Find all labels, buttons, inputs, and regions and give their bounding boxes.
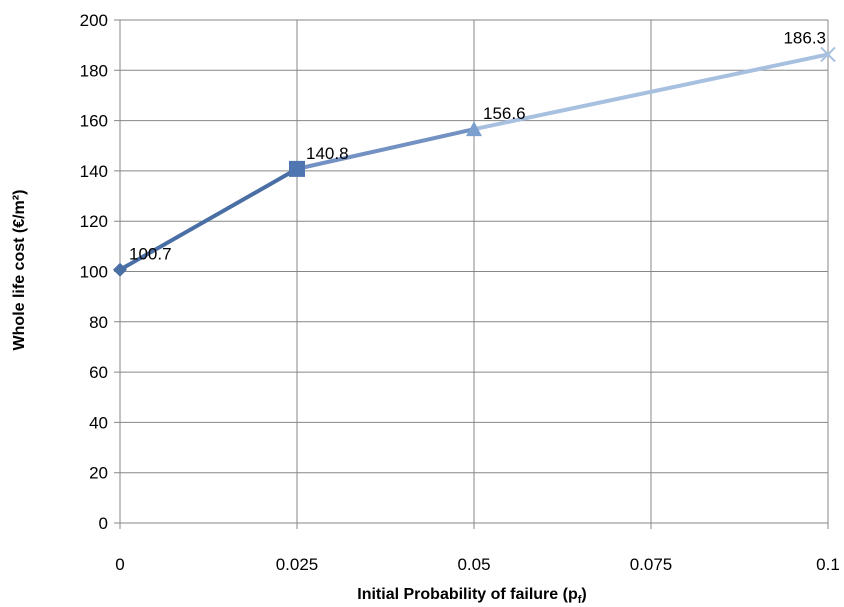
x-tick-label: 0.075 — [630, 555, 673, 574]
y-tick-label: 0 — [99, 514, 108, 533]
x-axis-ticks: 0 0.025 0.05 0.075 0.1 — [115, 555, 840, 574]
y-tick-label: 100 — [80, 263, 108, 282]
line-segment — [118, 166, 299, 272]
y-tick-label: 200 — [80, 11, 108, 30]
y-axis-title: Whole life cost (€/m²) — [11, 190, 28, 351]
series-markers — [113, 46, 836, 277]
diamond-marker — [113, 262, 127, 277]
line-segment — [472, 52, 830, 132]
y-tick-label: 20 — [89, 464, 108, 483]
x-tick-label: 0.025 — [276, 555, 319, 574]
x-axis-title: Initial Probability of failure (pf) — [357, 586, 586, 606]
y-axis-ticks: 0 20 40 60 80 100 120 140 160 180 200 — [80, 11, 108, 533]
data-label: 186.3 — [783, 28, 826, 47]
x-marker — [820, 46, 836, 63]
grid — [114, 19, 829, 529]
data-label: 156.6 — [483, 104, 526, 123]
data-labels: 100.7 140.8 156.6 186.3 — [129, 28, 826, 263]
y-tick-label: 140 — [80, 162, 108, 181]
x-marker-stroke — [820, 46, 836, 63]
triangle-marker — [466, 121, 482, 137]
y-tick-label: 60 — [89, 363, 108, 382]
y-tick-label: 180 — [80, 61, 108, 80]
series-line — [118, 52, 830, 272]
y-tick-label: 80 — [89, 313, 108, 332]
y-tick-label: 120 — [80, 212, 108, 231]
x-tick-label: 0.1 — [816, 555, 840, 574]
data-label: 140.8 — [306, 144, 349, 163]
y-tick-label: 160 — [80, 112, 108, 131]
line-segment — [295, 127, 476, 171]
x-tick-label: 0 — [115, 555, 124, 574]
y-tick-label: 40 — [89, 413, 108, 432]
square-marker — [289, 160, 305, 177]
x-tick-label: 0.05 — [457, 555, 490, 574]
data-label: 100.7 — [129, 245, 172, 264]
